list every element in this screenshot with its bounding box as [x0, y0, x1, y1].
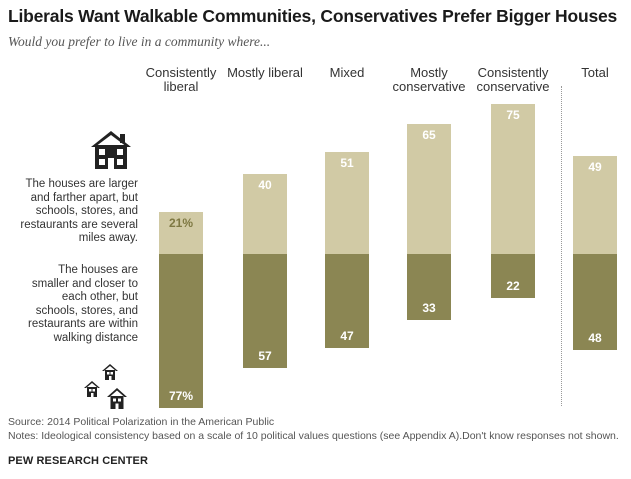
value-label-walkable: 57: [258, 349, 272, 363]
value-label-larger-houses: 75: [506, 108, 520, 122]
bar-walkable: [491, 254, 535, 298]
source-note: Source: 2014 Political Polarization in t…: [8, 416, 275, 428]
total-divider: [561, 86, 562, 406]
column-header: Total: [581, 65, 609, 80]
value-label-larger-houses: 51: [340, 156, 354, 170]
bar-larger-houses: [243, 174, 287, 254]
bar-larger-houses: [573, 156, 617, 254]
value-label-walkable: 22: [506, 279, 520, 293]
bar-walkable: [325, 254, 369, 348]
bar-larger-houses: [325, 152, 369, 254]
value-label-larger-houses: 49: [588, 160, 602, 174]
value-label-larger-houses: 65: [422, 128, 436, 142]
bar-walkable: [159, 254, 203, 408]
notes: Notes: Ideological consistency based on …: [8, 430, 619, 442]
column-header: Mostly liberal: [227, 65, 303, 80]
chart-title: Liberals Want Walkable Communities, Cons…: [8, 6, 618, 26]
brand-logo: PEW RESEARCH CENTER: [8, 455, 149, 467]
bar-walkable: [243, 254, 287, 368]
bar-larger-houses: [159, 212, 203, 254]
value-label-walkable: 48: [588, 331, 602, 345]
small-houses-icon: [84, 364, 127, 409]
large-house-icon: [91, 131, 131, 169]
column-header: Mixed: [329, 65, 365, 80]
bar-walkable: [573, 254, 617, 350]
bar-walkable: [407, 254, 451, 320]
value-label-walkable: 47: [340, 329, 354, 343]
bar-larger-houses: [491, 104, 535, 254]
chart-subtitle: Would you prefer to live in a community …: [8, 34, 271, 49]
column-header: Mostly conservative: [392, 65, 466, 94]
column-header: Consistently conservative: [476, 65, 550, 94]
value-label-larger-houses: 40: [258, 178, 272, 192]
value-label-walkable: 33: [422, 301, 436, 315]
row-label-larger-houses: The houses are larger and farther apart,…: [20, 178, 138, 245]
bar-larger-houses: [407, 124, 451, 254]
row-label-walkable: The houses are smaller and closer to eac…: [28, 264, 138, 344]
value-label-larger-houses: 21%: [168, 216, 194, 230]
value-label-walkable: 77%: [168, 389, 194, 403]
column-header: Consistently liberal: [145, 65, 217, 94]
